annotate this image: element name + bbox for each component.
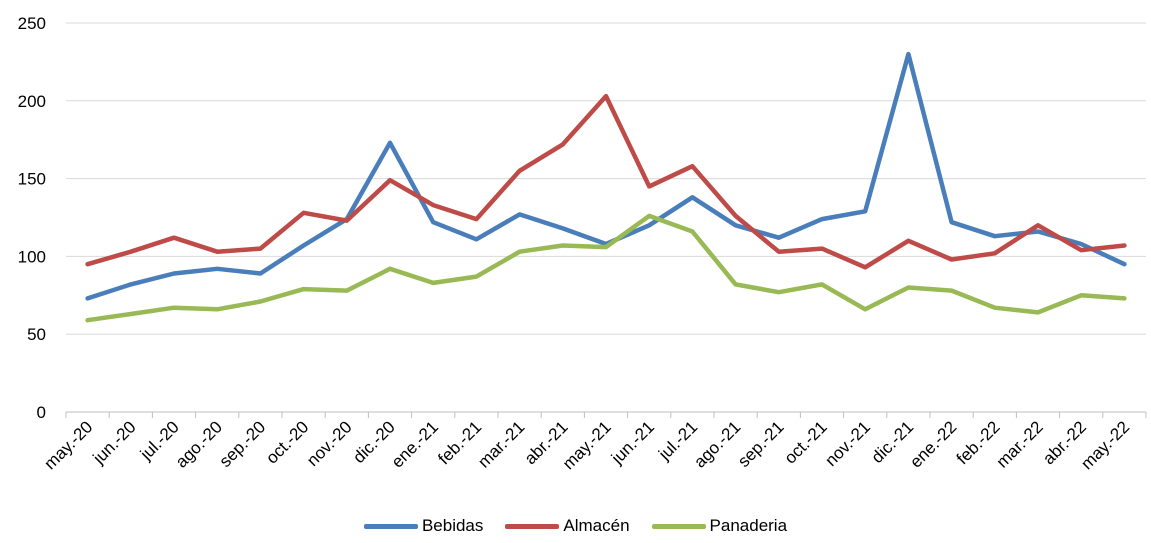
series-line-panaderia	[85, 213, 1127, 323]
y-tick-label: 100	[18, 247, 46, 266]
legend-item-panaderia: Panaderia	[651, 516, 788, 536]
legend-item-almacen: Almacén	[505, 516, 630, 536]
y-tick-label: 150	[18, 170, 46, 189]
gridlines	[66, 22, 1146, 335]
x-tick-label: ago.-21	[690, 417, 744, 471]
legend-swatch-panaderia	[651, 523, 706, 529]
x-tick-label: may.-22	[1077, 417, 1133, 473]
x-tick-label: ago.-20	[172, 417, 226, 471]
x-tick-label: nov.-20	[303, 417, 356, 470]
x-tick-label: sep.-20	[216, 417, 270, 471]
axes	[65, 411, 1147, 418]
x-axis-tick-labels: may.-20jun.-20jul.-20ago.-20sep.-20oct.-…	[40, 417, 1133, 473]
x-tick-label: ene.-21	[388, 417, 442, 471]
x-tick-label: jun.-20	[89, 417, 140, 468]
x-tick-label: mar.-22	[993, 417, 1047, 471]
x-tick-label: may.-20	[40, 417, 96, 473]
y-tick-label: 0	[37, 403, 46, 422]
y-tick-label: 50	[27, 325, 46, 344]
series-line-bebidas	[85, 51, 1127, 301]
y-tick-label: 250	[18, 14, 46, 33]
legend-swatch-almacen	[505, 523, 560, 529]
x-tick-label: oct.-21	[781, 417, 831, 467]
x-tick-label: nov.-21	[821, 417, 874, 470]
series-lines	[85, 51, 1127, 323]
legend: Bebidas Almacén Panaderia	[0, 514, 1151, 538]
legend-item-bebidas: Bebidas	[363, 516, 484, 536]
x-tick-label: mar.-21	[474, 417, 528, 471]
x-tick-label: oct.-20	[262, 417, 312, 467]
x-tick-label: jun.-21	[607, 417, 658, 468]
y-tick-label: 200	[18, 92, 46, 111]
legend-swatch-bebidas	[363, 523, 418, 529]
legend-label-bebidas: Bebidas	[421, 516, 484, 535]
x-tick-label: may.-21	[559, 417, 615, 473]
series-line-almacn	[85, 93, 1127, 270]
x-tick-label: ene.-22	[906, 417, 960, 471]
legend-label-panaderia: Panaderia	[709, 516, 788, 535]
y-axis-tick-labels: 0 50 100 150 200 250	[18, 14, 46, 422]
x-tick-label: sep.-21	[734, 417, 788, 471]
legend-label-almacen: Almacén	[563, 516, 630, 535]
